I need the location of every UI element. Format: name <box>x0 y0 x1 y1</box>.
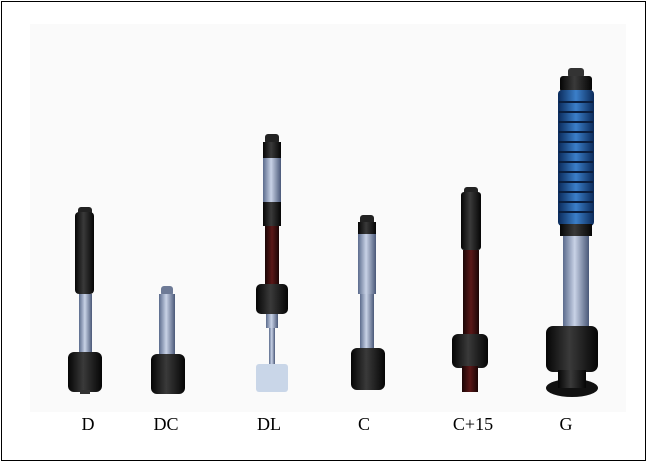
probe-c15 <box>452 187 488 392</box>
label-dl: DL <box>257 414 281 434</box>
label-g: G <box>559 414 573 434</box>
label-c: C <box>357 414 371 434</box>
probe-d <box>68 207 102 394</box>
probe-photo <box>30 24 626 412</box>
label-c15: C+15 <box>452 414 494 434</box>
probe-dl <box>256 134 288 392</box>
label-dc: DC <box>153 414 179 434</box>
probe-c <box>351 215 385 390</box>
probe-g <box>546 68 598 397</box>
probe-dc <box>151 286 185 394</box>
label-d: D <box>81 414 95 434</box>
